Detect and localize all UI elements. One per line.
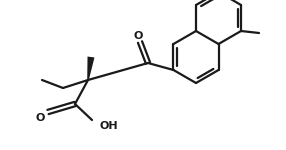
Polygon shape xyxy=(87,57,94,80)
Text: O: O xyxy=(133,31,143,41)
Text: O: O xyxy=(36,113,45,123)
Text: OH: OH xyxy=(100,121,119,131)
